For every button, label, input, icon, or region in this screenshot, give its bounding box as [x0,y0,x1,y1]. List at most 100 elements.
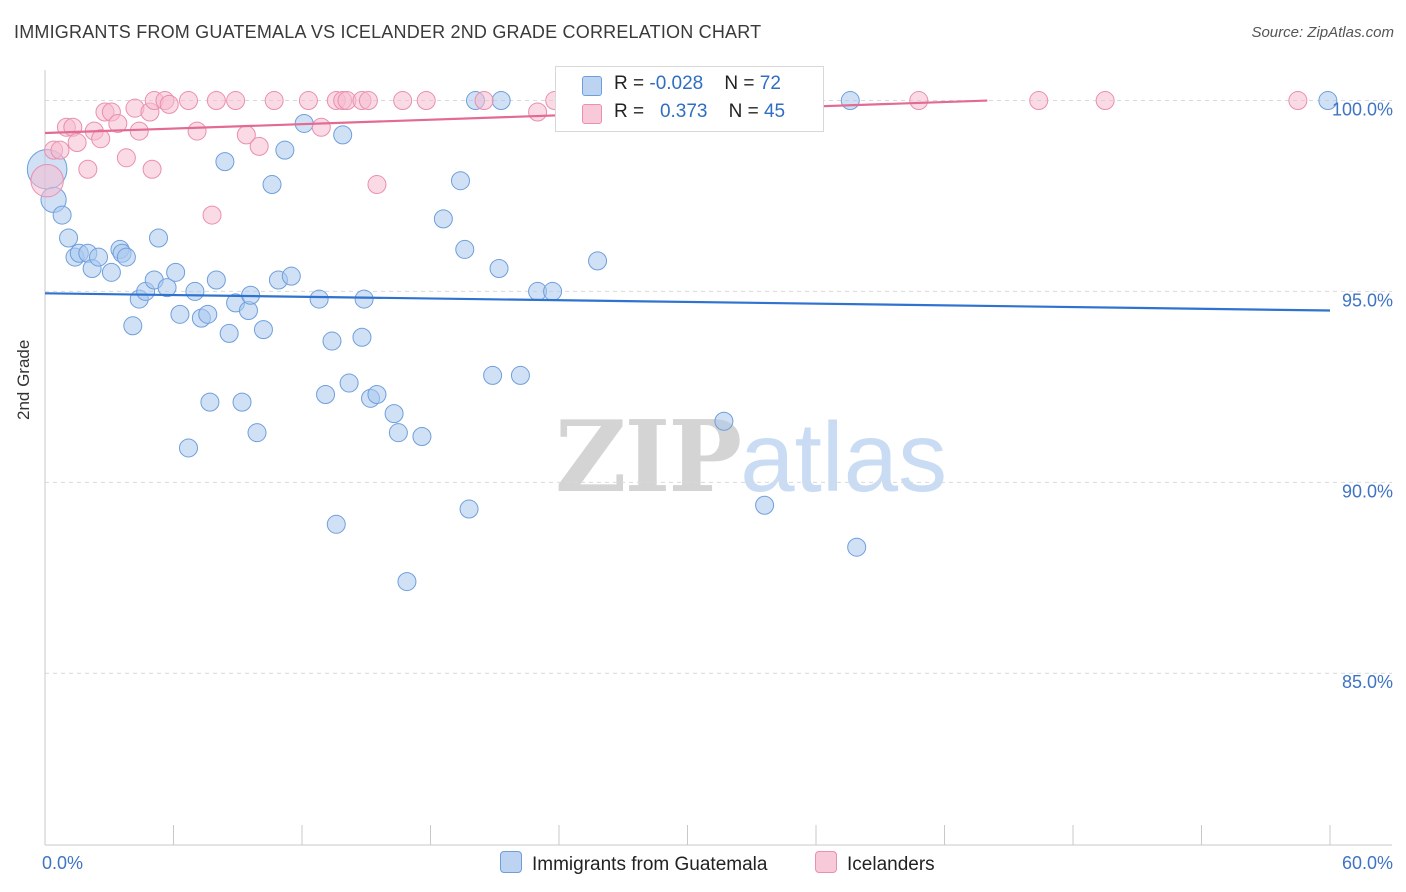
icelander-point [367,175,387,195]
guatemala-point [166,262,186,282]
guatemala-point [206,270,226,290]
icelander-point [474,91,494,111]
guatemala-trend-line [44,292,1331,312]
guatemala-point [275,140,295,160]
guatemala-point [339,373,359,393]
guatemala-point [198,304,218,324]
icelander-point [178,91,198,111]
trend-lines [44,99,1331,312]
guatemala-point [388,423,408,443]
data-points [26,91,1338,592]
icelander-point [358,91,378,111]
guatemala-point [397,572,417,592]
icelander-point [226,91,246,111]
guatemala-point [354,289,374,309]
guatemala-point [491,91,511,111]
legend-r-label: R = [614,101,650,122]
guatemala-point [322,331,342,351]
guatemala-point [59,228,79,248]
guatemala-point [178,438,198,458]
y-tick-label: 90.0% [1342,481,1393,501]
guatemala-point [200,392,220,412]
icelander-point [311,117,331,137]
icelander-point [393,91,413,111]
guatemala-point [459,499,479,519]
legend-n-value: 72 [759,73,781,94]
legend-text-guatemala: R = -0.028 N = 72 [614,73,781,95]
legend-text-icelanders: R = 0.373 N = 45 [614,101,785,123]
icelander-point [206,91,226,111]
guatemala-point [714,411,734,431]
icelander-point [91,129,111,149]
bottom-legend-swatch-icelanders [815,851,837,873]
guatemala-point [157,278,177,298]
guatemala-point [489,259,509,279]
icelander-trend-line [44,99,988,135]
icelander-point [142,159,162,179]
guatemala-point [483,365,503,385]
icelander-point [249,136,269,156]
icelander-point [159,94,179,114]
watermark-atlas: atlas [740,402,948,512]
watermark: ZIPatlas [555,400,947,515]
legend-n-label: N = [724,73,760,94]
guatemala-point [247,423,267,443]
legend-r-value: 0.373 [659,101,708,122]
y-tick-label: 95.0% [1342,290,1393,310]
legend-swatch-guatemala [582,76,602,96]
guatemala-point [232,392,252,412]
x-tick-label: 0.0% [42,853,83,873]
y-tick-label: 100.0% [1332,100,1393,120]
guatemala-point [455,239,475,259]
tick-labels: 100.0% 95.0% 90.0% 85.0% 0.0% 60.0% [42,100,1393,873]
guatemala-point [89,247,109,267]
icelander-point [298,91,318,111]
watermark-zip: ZIP [555,400,742,515]
guatemala-point [1318,91,1338,111]
chart-title: IMMIGRANTS FROM GUATEMALA VS ICELANDER 2… [14,22,762,42]
guatemala-point [281,266,301,286]
bottom-legend-label-guatemala: Immigrants from Guatemala [532,854,768,875]
guatemala-point [326,514,346,534]
guatemala-point [219,323,239,343]
guatemala-point [384,404,404,424]
icelander-point [416,91,436,111]
guatemala-point [253,320,273,340]
guatemala-point [215,152,235,172]
guatemala-point [170,304,190,324]
icelander-point [78,159,98,179]
icelander-point [50,140,70,160]
icelander-point [264,91,284,111]
icelander-point [67,133,87,153]
icelander-point [909,91,929,111]
bottom-legend-label-icelanders: Icelanders [847,854,935,875]
guatemala-point [433,209,453,229]
guatemala-point [333,125,353,145]
guatemala-point [510,365,530,385]
icelander-point [108,113,128,133]
guatemala-point [116,247,136,267]
stats-legend: R = -0.028 N = 72 R = 0.373 N = 45 [555,66,824,132]
icelander-point [1288,91,1308,111]
guatemala-point [316,385,336,405]
icelander-point [1095,91,1115,111]
guatemala-point [123,316,143,336]
guatemala-point [847,537,867,557]
guatemala-point [185,281,205,301]
bottom-legend-guatemala: Immigrants from Guatemala [500,851,767,876]
guatemala-point [755,495,775,515]
icelander-point [528,102,548,122]
icelander-point [129,121,149,141]
guatemala-point [52,205,72,225]
source-label: Source: ZipAtlas.com [1251,24,1394,41]
x-tick-label: 60.0% [1342,853,1393,873]
legend-n-value: 45 [763,101,786,122]
legend-swatch-icelanders [582,104,602,124]
legend-r-label: R = [614,73,650,94]
bottom-legend-icelanders: Icelanders [815,851,935,876]
axes [44,70,1392,846]
guatemala-point [840,91,860,111]
guatemala-point [352,327,372,347]
guatemala-point [149,228,169,248]
